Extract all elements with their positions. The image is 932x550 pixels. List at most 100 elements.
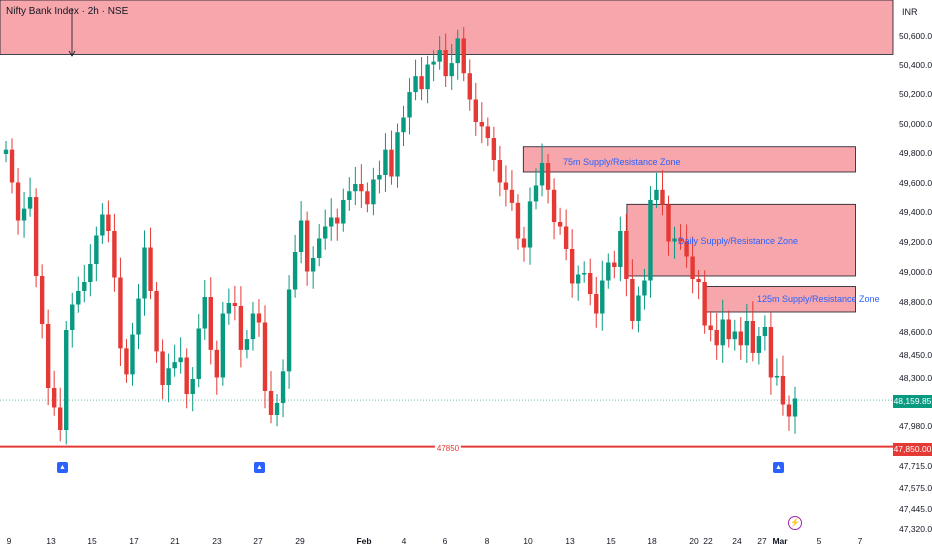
- chart-title: Nifty Bank Index · 2h · NSE: [6, 6, 129, 17]
- y-tick-label: 47,980.00: [899, 421, 932, 431]
- candle-body: [696, 279, 701, 282]
- lightning-event-icon[interactable]: ⚡: [788, 516, 802, 530]
- candle-body: [202, 297, 207, 329]
- candle-body: [473, 99, 478, 122]
- y-tick-label: 47,445.00: [899, 504, 932, 514]
- x-tick-label: 27: [757, 536, 767, 546]
- candle-body: [208, 297, 213, 350]
- candle-body: [51, 388, 57, 408]
- candle-body: [756, 336, 762, 353]
- supply-zone: [705, 286, 856, 313]
- candle-body: [461, 38, 466, 74]
- candle-body: [160, 351, 165, 385]
- candle-body: [521, 238, 527, 248]
- x-tick-label: 27: [253, 536, 263, 546]
- y-tick-label: 48,450.00: [899, 350, 932, 360]
- candle-body: [425, 64, 430, 90]
- x-tick-label: 6: [442, 536, 448, 546]
- up-arrow-icon[interactable]: ▲: [773, 462, 784, 473]
- candle-body: [750, 321, 756, 353]
- candle-body: [45, 324, 51, 388]
- candle-body: [467, 73, 472, 100]
- candle-body: [64, 330, 69, 431]
- candle-body: [136, 298, 141, 335]
- x-tick-label: 15: [606, 536, 616, 546]
- candle-body: [455, 38, 460, 64]
- candle-body: [485, 126, 491, 139]
- x-tick-label: 20: [689, 536, 699, 546]
- candle-body: [88, 264, 93, 282]
- x-tick-label: 4: [401, 536, 407, 546]
- candle-body: [371, 179, 376, 205]
- candle-body: [557, 222, 563, 227]
- candle-body: [377, 175, 382, 180]
- candle-body: [154, 291, 159, 352]
- y-tick-label: 47,320.00: [899, 524, 932, 534]
- candle-body: [780, 375, 786, 405]
- support-price-badge: 47,850.00: [893, 443, 932, 456]
- candle-body: [491, 138, 497, 160]
- candle-body: [720, 319, 725, 346]
- x-tick-label: 21: [170, 536, 180, 546]
- candle-body: [768, 327, 774, 378]
- candle-body: [58, 407, 63, 431]
- x-tick-label: 18: [647, 536, 657, 546]
- candle-body: [112, 231, 117, 278]
- y-tick-label: 48,600.00: [899, 327, 932, 337]
- currency-label[interactable]: INR: [902, 7, 918, 17]
- candle-body: [292, 252, 298, 290]
- candle-body: [124, 348, 129, 375]
- x-tick-label: 13: [46, 536, 56, 546]
- candle-body: [563, 226, 569, 249]
- candle-body: [15, 182, 21, 221]
- candle-body: [389, 149, 394, 177]
- x-tick-label: 8: [484, 536, 490, 546]
- candle-body: [196, 328, 201, 379]
- candle-body: [106, 214, 111, 231]
- candle-body: [256, 313, 262, 323]
- supply-zone: [0, 0, 894, 55]
- candle-body: [690, 256, 695, 279]
- candle-body: [184, 357, 189, 394]
- candle-body: [21, 208, 27, 221]
- y-tick-label: 48,300.00: [899, 373, 932, 383]
- candle-body: [732, 331, 737, 340]
- candle-body: [70, 304, 75, 330]
- candle-body: [702, 282, 707, 326]
- candle-body: [365, 191, 370, 205]
- candle-body: [359, 184, 364, 192]
- candle-body: [648, 199, 653, 281]
- candle-body: [130, 334, 135, 375]
- up-arrow-icon[interactable]: ▲: [254, 462, 265, 473]
- last-price-badge: 48,159.85: [893, 395, 932, 408]
- candle-body: [335, 217, 340, 224]
- candle-body: [304, 220, 310, 272]
- candle-body: [684, 241, 689, 257]
- candle-body: [118, 277, 123, 349]
- y-tick-label: 50,000.00: [899, 119, 932, 129]
- zone-label: Daily Supply/Resistance Zone: [678, 236, 799, 246]
- up-arrow-icon[interactable]: ▲: [57, 462, 68, 473]
- candle-body: [214, 349, 220, 378]
- candle-body: [347, 191, 352, 200]
- candle-body: [3, 149, 9, 154]
- candle-body: [166, 368, 171, 385]
- candle-body: [310, 258, 316, 272]
- candle-body: [316, 238, 322, 258]
- candle-body: [497, 160, 503, 183]
- candle-body: [600, 280, 605, 314]
- candle-body: [413, 76, 418, 93]
- candle-body: [726, 319, 731, 340]
- candle-body: [515, 202, 521, 239]
- candle-body: [33, 197, 39, 276]
- candle-body: [575, 274, 581, 284]
- candle-body: [232, 303, 238, 306]
- supply-zone: [522, 146, 856, 173]
- candle-body: [449, 63, 454, 77]
- candle-body: [94, 235, 99, 264]
- candle-body: [588, 273, 593, 294]
- candle-body: [594, 294, 599, 314]
- y-tick-label: 50,200.00: [899, 89, 932, 99]
- candle-body: [443, 50, 448, 77]
